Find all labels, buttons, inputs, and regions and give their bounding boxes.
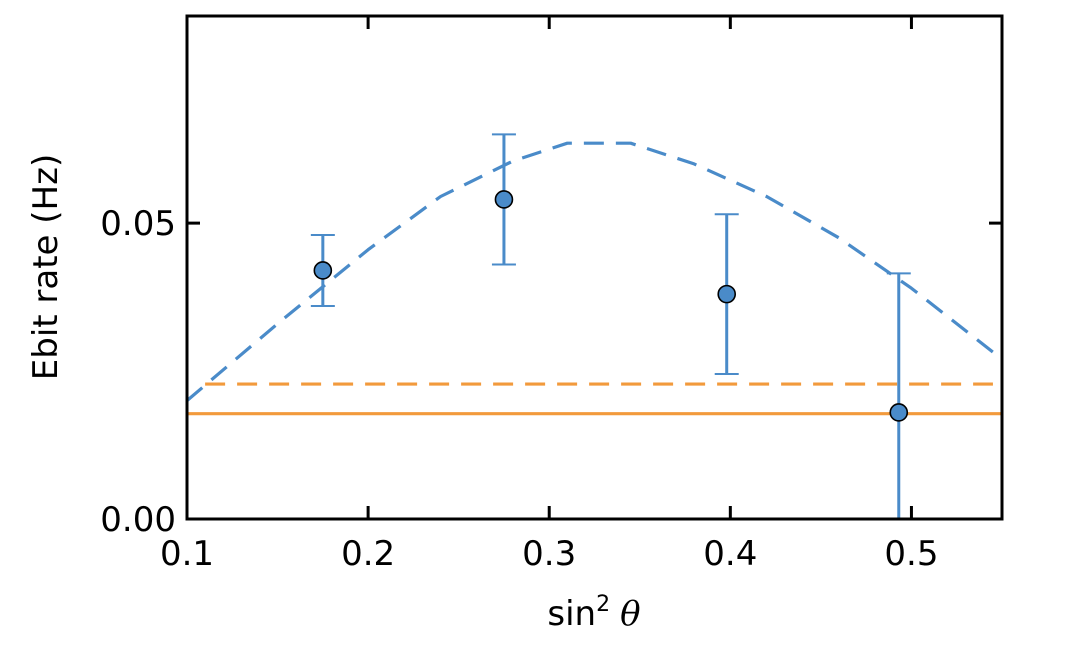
y-tick-label: 0.00 xyxy=(100,500,176,540)
data-point xyxy=(313,261,333,280)
tick-labels: 0.1 0.2 0.3 0.4 0.5 0.00 0.05 xyxy=(100,204,938,574)
x-axis-label-symbol: θ xyxy=(620,594,640,634)
x-tick-label: 0.3 xyxy=(522,534,576,574)
plot-marks xyxy=(185,133,1003,520)
data-point xyxy=(494,190,514,209)
data-point xyxy=(889,403,909,422)
x-axis-label-base: sin xyxy=(547,594,596,634)
x-axis-label: sin2 θ xyxy=(547,592,640,634)
x-tick-label: 0.4 xyxy=(703,534,757,574)
y-tick-label: 0.05 xyxy=(100,204,176,244)
data-point xyxy=(717,284,737,304)
x-tick-label: 0.5 xyxy=(884,534,938,574)
plot-frame xyxy=(185,14,1004,521)
model-curve-dashed xyxy=(185,141,1003,402)
x-tick-label: 0.1 xyxy=(160,534,214,574)
axis-ticks xyxy=(185,16,1002,521)
x-axis-label-exponent: 2 xyxy=(596,592,610,617)
x-tick-label: 0.2 xyxy=(341,534,395,574)
y-axis-label: Ebit rate (Hz) xyxy=(26,154,66,380)
